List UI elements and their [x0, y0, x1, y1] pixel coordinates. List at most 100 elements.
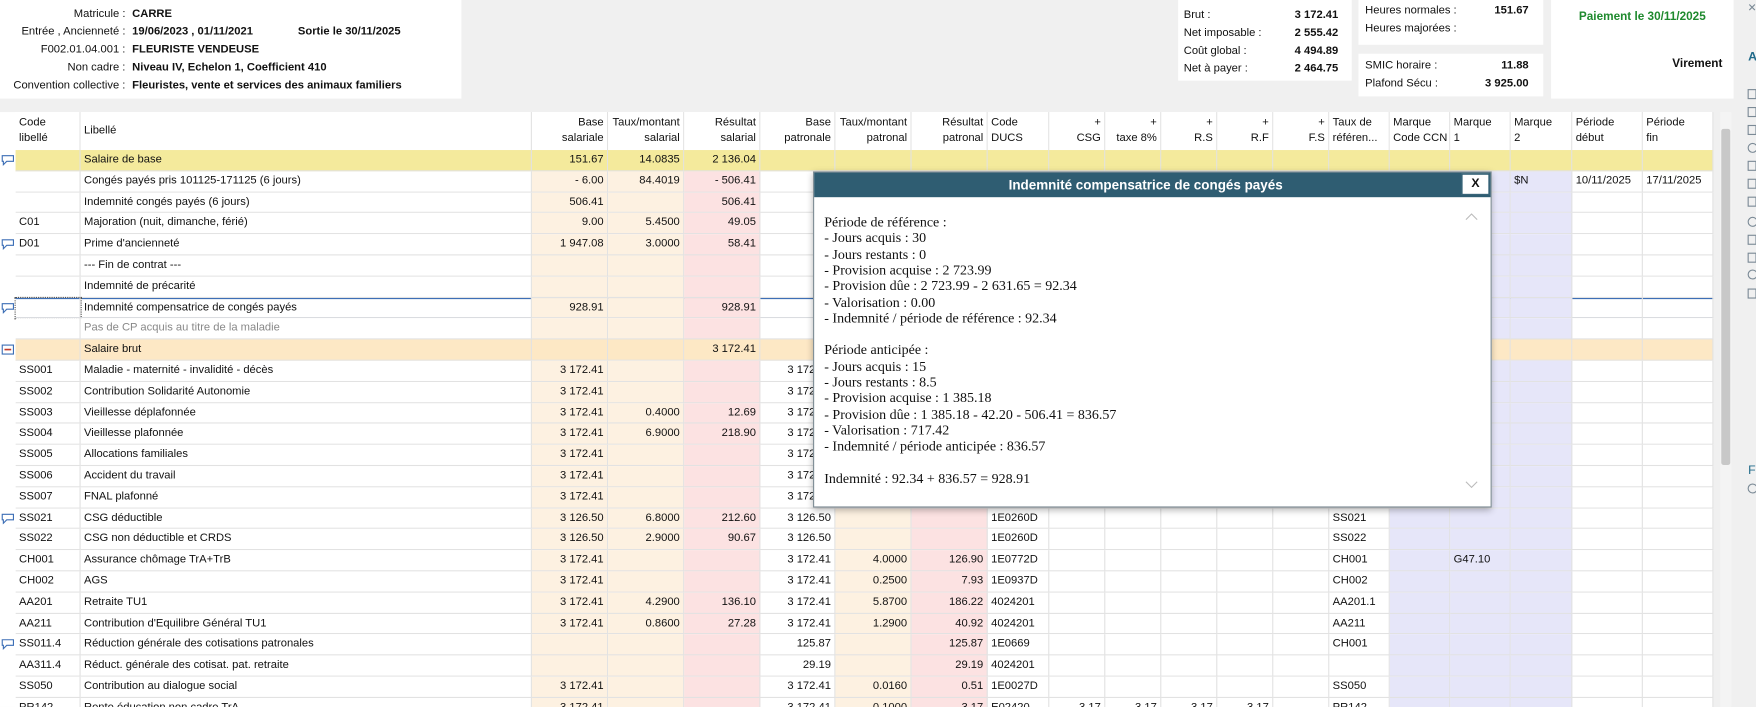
table-cell — [16, 150, 81, 171]
table-cell: 1E0260D — [988, 508, 1050, 529]
table-cell — [608, 487, 684, 508]
table-cell: Rente éducation non cadre TrA — [81, 698, 532, 707]
modal-line: - Indemnité / période anticipée : 836.57 — [824, 438, 1045, 455]
table-cell: AA211 — [1329, 614, 1389, 635]
table-cell: 3.17 — [1049, 698, 1105, 707]
table-cell — [684, 445, 760, 466]
modal-scroll-arrows — [1464, 211, 1480, 491]
table-cell: 0.1000 — [835, 698, 911, 707]
table-cell: Vieillesse déplafonnée — [81, 403, 532, 424]
close-icon[interactable] — [1749, 4, 1755, 10]
modal-close[interactable]: X — [1461, 174, 1489, 195]
table-cell: SS050 — [16, 677, 81, 698]
table-cell: 4024201 — [988, 656, 1050, 677]
scroll-up[interactable] — [1466, 214, 1477, 220]
modal-title: Indemnité compensatrice de congés payés — [814, 177, 1477, 193]
column-header-line: F.S — [1277, 131, 1325, 147]
table-cell: Salaire de base — [81, 150, 532, 171]
toolbar: A F — [1740, 0, 1756, 707]
table-cell: AA311.4 — [16, 656, 81, 677]
comment-icon[interactable] — [1, 513, 14, 524]
table-cell — [1572, 213, 1643, 234]
table-cell: 3 172.41 — [532, 677, 608, 698]
table-cell — [1572, 529, 1643, 550]
table-cell — [1273, 550, 1329, 571]
table-cell — [532, 319, 608, 340]
table-cell — [608, 298, 684, 319]
table-cell — [1572, 424, 1643, 445]
table-cell — [684, 550, 760, 571]
comment-icon[interactable] — [1, 302, 14, 313]
table-cell — [1572, 234, 1643, 255]
table-cell: G47.10 — [1450, 550, 1510, 571]
table-cell: AA201.1 — [1329, 592, 1389, 613]
table-cell: CSG non déductible et CRDS — [81, 529, 532, 550]
table-cell — [1643, 213, 1714, 234]
table-cell — [1572, 466, 1643, 487]
total-value: 3 172.41 — [1295, 9, 1339, 21]
table-cell — [1511, 445, 1573, 466]
table-cell: Accident du travail — [81, 466, 532, 487]
table-cell — [1217, 571, 1273, 592]
table-cell — [1643, 571, 1714, 592]
table-cell: SS021 — [1329, 508, 1389, 529]
table-cell: Majoration (nuit, dimanche, férié) — [81, 213, 532, 234]
table-cell: 90.67 — [684, 529, 760, 550]
info-value: CARRE — [132, 8, 172, 20]
table-cell — [835, 635, 911, 656]
table-cell — [1643, 529, 1714, 550]
scroll-down[interactable] — [1466, 482, 1477, 488]
table-cell — [1390, 614, 1450, 635]
collapse-icon[interactable] — [1, 344, 14, 355]
column-header-line: CSG — [1053, 131, 1101, 147]
table-cell — [1572, 508, 1643, 529]
table-cell — [1105, 508, 1161, 529]
modal-line: - Valorisation : 0.00 — [824, 294, 935, 311]
table-cell — [1572, 277, 1643, 298]
table-cell — [1161, 508, 1217, 529]
comment-icon[interactable] — [1, 239, 14, 250]
table-cell — [1161, 656, 1217, 677]
table-cell: 151.67 — [532, 150, 608, 171]
table-cell — [1450, 635, 1510, 656]
comment-icon[interactable] — [1, 155, 14, 166]
table-cell — [1217, 529, 1273, 550]
total-label: Coût global : — [1184, 45, 1247, 57]
table-cell: 3.17 — [1217, 698, 1273, 707]
table-cell — [1511, 361, 1573, 382]
table-cell — [684, 571, 760, 592]
table-cell: 1E0937D — [988, 571, 1050, 592]
table-cell: SS007 — [16, 487, 81, 508]
column-header-line: 1 — [1454, 131, 1507, 147]
column-header-line: R.S — [1165, 131, 1213, 147]
table-cell — [1273, 508, 1329, 529]
table-cell: 3 172.41 — [760, 550, 835, 571]
info-label: Entrée , Ancienneté : — [21, 26, 125, 38]
scrollbar-thumb[interactable] — [1721, 129, 1730, 465]
modal-line: - Indemnité / période de référence : 92.… — [824, 310, 1056, 327]
hours-value: 151.67 — [1494, 4, 1528, 16]
table-cell — [608, 571, 684, 592]
table-cell — [1217, 592, 1273, 613]
table-cell: SS021 — [16, 508, 81, 529]
column-header-line: Code CCN — [1393, 131, 1446, 147]
column-header-line: DUCS — [991, 131, 1045, 147]
table-cell: 3 172.41 — [532, 487, 608, 508]
table-cell — [1217, 677, 1273, 698]
table-cell: 14.0835 — [608, 150, 684, 171]
table-cell: SS022 — [1329, 529, 1389, 550]
table-cell: SS011.4 — [16, 635, 81, 656]
table-cell — [16, 171, 81, 192]
table-cell: 928.91 — [532, 298, 608, 319]
table-cell: 6.8000 — [608, 508, 684, 529]
table-cell — [1643, 255, 1714, 276]
column-header-line: début — [1576, 131, 1639, 147]
table-cell: 3 172.41 — [760, 592, 835, 613]
table-cell — [1511, 529, 1573, 550]
table-cell: 17/11/2025 — [1643, 171, 1714, 192]
info-label: F002.01.04.001 : — [41, 44, 126, 56]
table-cell — [1572, 698, 1643, 707]
comment-icon[interactable] — [1, 639, 14, 650]
table-cell: Indemnité congés payés (6 jours) — [81, 192, 532, 213]
table-cell: Pas de CP acquis au titre de la maladie — [81, 319, 532, 340]
